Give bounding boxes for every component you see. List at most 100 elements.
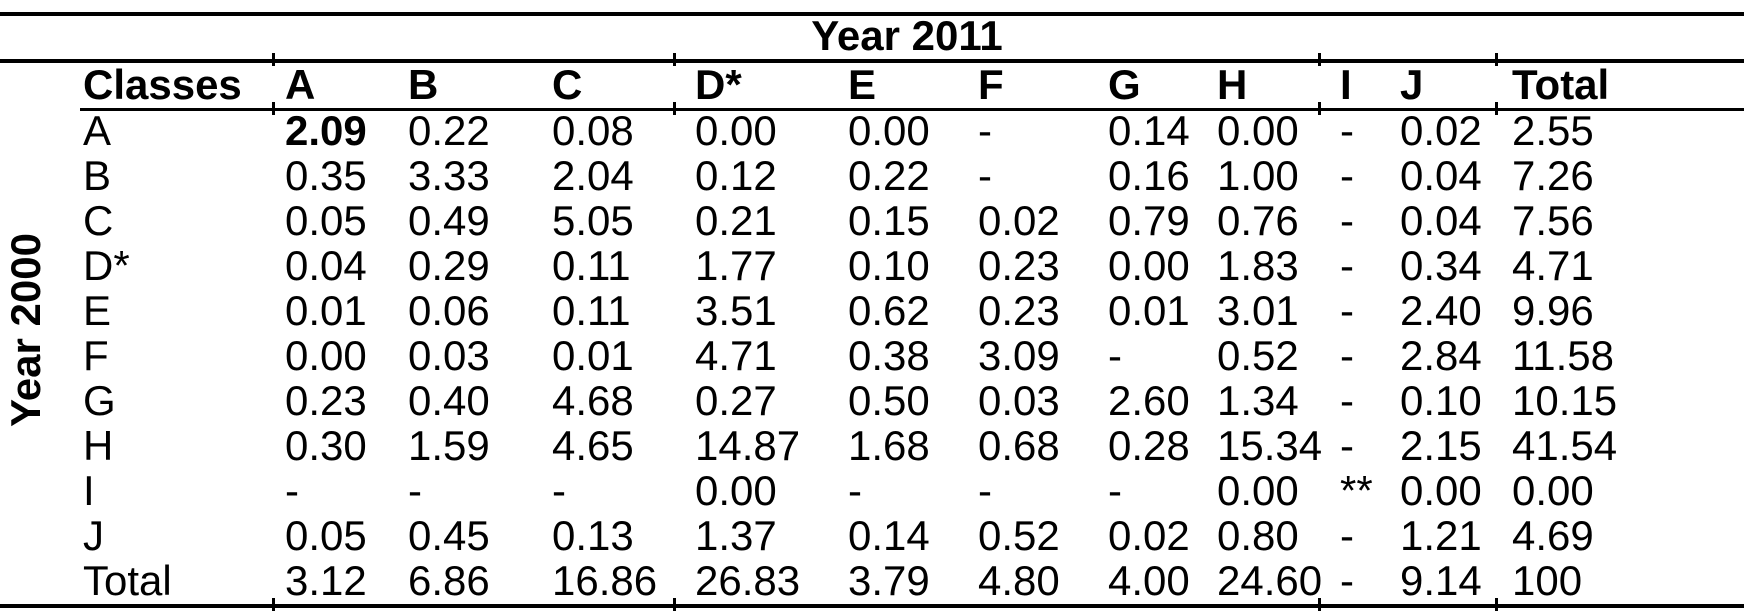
rule-tick	[1318, 53, 1321, 66]
table-cell: 0.03	[978, 377, 1060, 424]
table-cell: 26.83	[695, 557, 801, 604]
table-cell: 0.38	[848, 332, 930, 379]
table-cell: 0.01	[1108, 287, 1190, 334]
table-cell: 0.49	[408, 197, 490, 244]
table-cell: 0.16	[1108, 152, 1190, 199]
table-row: F 0.00 0.03 0.01 4.71 0.38 3.09-0.52-2.84 11.58	[0, 333, 1744, 378]
table-cell: 1.34	[1217, 377, 1299, 424]
rule-tick	[272, 102, 275, 115]
table-cell: 2.04	[552, 152, 634, 199]
table-cell: 3.09	[978, 332, 1060, 379]
table-cell: -	[1340, 197, 1354, 244]
table-cell: 0.27	[695, 377, 777, 424]
row-label: E	[83, 287, 112, 334]
table-cell: 0.03	[408, 332, 490, 379]
column-header: D*	[695, 61, 742, 108]
table-cell: 0.00	[695, 467, 777, 514]
table-cell: 5.05	[552, 197, 634, 244]
row-label: B	[83, 152, 112, 199]
table-cell: 4.69	[1512, 512, 1594, 559]
table-cell: 0.52	[1217, 332, 1299, 379]
table-cell: 0.00	[1400, 467, 1482, 514]
table-cell: 0.00	[1217, 107, 1299, 154]
table-cell: -	[848, 467, 862, 514]
table-cell: 0.10	[848, 242, 930, 289]
table-row: B 0.35 3.33 2.04 0.12 0.22-0.16 1.00-0.04 7.26	[0, 153, 1744, 198]
table-cell: 0.11	[552, 242, 631, 289]
table-cell: 0.23	[285, 377, 367, 424]
table-row: A 2.09 0.22 0.08 0.00 0.00-0.14 0.00-0.02 2.55	[0, 108, 1744, 153]
table-cell: 11.58	[1512, 332, 1614, 379]
table-cell: -	[1340, 422, 1354, 469]
table-cell: 1.83	[1217, 242, 1299, 289]
table-cell: -	[1340, 377, 1354, 424]
table-cell: 0.11	[552, 287, 631, 334]
table-cell: 0.34	[1400, 242, 1482, 289]
table-cell: 0.04	[1400, 152, 1482, 199]
table-cell: 16.86	[552, 557, 658, 604]
transition-matrix-table: Classes A B C D* E F G H I J Total A 2.09 0.22 0.08 0.…	[0, 61, 1744, 604]
table-cell: 1.68	[848, 422, 930, 469]
table-cell: 0.79	[1108, 197, 1190, 244]
column-header: J	[1400, 61, 1424, 108]
stub-header: Classes	[83, 61, 242, 108]
table-cell: -	[1340, 242, 1354, 289]
table-row: J 0.05 0.45 0.13 1.37 0.14 0.52 0.02 0.80-1.21 4.…	[0, 513, 1744, 558]
table-cell: 7.26	[1512, 152, 1594, 199]
table-row: I - - - 0.00 - - - 0.00 ** 0.00 0.00	[0, 468, 1744, 513]
column-header: F	[978, 61, 1004, 108]
table-cell: -	[1340, 107, 1354, 154]
table-cell: 0.22	[848, 152, 930, 199]
table-cell: 0.21	[695, 197, 777, 244]
row-label: J	[83, 512, 104, 559]
table-cell: 0.00	[1512, 467, 1594, 514]
column-header: A	[285, 61, 316, 108]
rule-tick	[272, 598, 275, 611]
table-cell: 0.10	[1400, 377, 1482, 424]
table-cell: 7.56	[1512, 197, 1594, 244]
table-cell: 0.28	[1108, 422, 1190, 469]
table-cell: 0.62	[848, 287, 930, 334]
table-cell: 0.22	[408, 107, 490, 154]
table-cell: -	[1340, 512, 1354, 559]
table-cell: 100	[1512, 557, 1583, 604]
row-label: H	[83, 422, 114, 469]
table-cell: 0.01	[285, 287, 367, 334]
table-cell: 0.12	[695, 152, 777, 199]
table-row: H 0.30 1.59 4.65 14.87 1.68 0.68 0.28 15.34-2.15…	[0, 423, 1744, 468]
column-header: C	[552, 61, 583, 108]
table-cell: 15.34	[1217, 422, 1323, 469]
table-row: Total 3.12 6.86 16.86 26.83 3.79 4.80 4.00 24.60…	[0, 558, 1744, 603]
table-cell: 14.87	[695, 422, 801, 469]
table-cell: -	[978, 152, 992, 199]
rule-tick	[673, 598, 676, 611]
bottom-rule	[0, 604, 1744, 608]
header-top-rule	[0, 59, 1744, 63]
table-body: A 2.09 0.22 0.08 0.00 0.00-0.14 0.00-0.02 2.55 B…	[0, 108, 1744, 603]
rule-tick	[1318, 598, 1321, 611]
table-cell: 1.59	[408, 422, 490, 469]
table-cell: 3.12	[285, 557, 367, 604]
table-cell: 0.80	[1217, 512, 1299, 559]
table-cell: 6.86	[408, 557, 490, 604]
table-cell: 1.77	[695, 242, 777, 289]
table-cell: 0.13	[552, 512, 634, 559]
table-cell: 0.76	[1217, 197, 1299, 244]
table-cell: -	[1340, 152, 1354, 199]
table-row: E 0.01 0.06 0.11 3.51 0.62 0.23 0.01 3.01-2.40 9.…	[0, 288, 1744, 333]
table-cell: 0.02	[1108, 512, 1190, 559]
column-header: H	[1217, 61, 1248, 108]
header-bottom-rule	[80, 108, 1744, 111]
table-cell: -	[1108, 332, 1122, 379]
table-cell: -	[1340, 557, 1354, 604]
rule-tick	[1495, 53, 1498, 66]
table-cell: 9.14	[1400, 557, 1482, 604]
table-cell: 0.00	[1217, 467, 1299, 514]
table-cell: 1.21	[1400, 512, 1482, 559]
column-header: I	[1340, 61, 1352, 108]
table-cell: 0.05	[285, 512, 367, 559]
table-cell: 0.02	[1400, 107, 1482, 154]
table-cell: 0.00	[1108, 242, 1190, 289]
table-cell: 0.08	[552, 107, 634, 154]
